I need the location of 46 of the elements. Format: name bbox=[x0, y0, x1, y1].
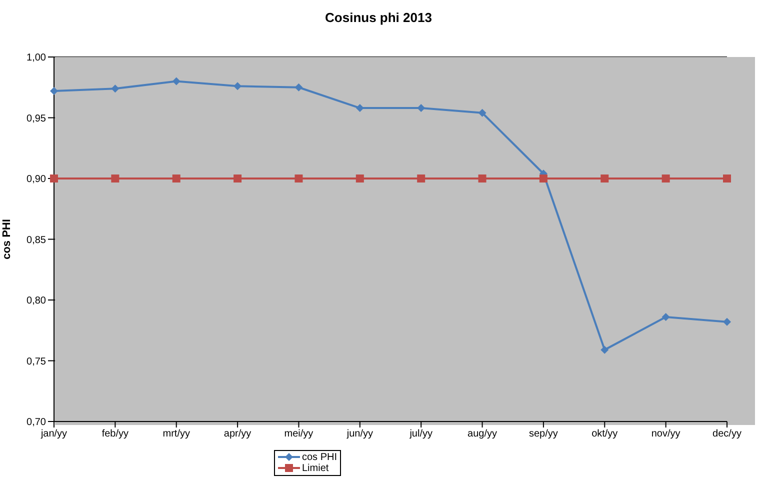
x-tick-label: mei/yy bbox=[284, 428, 314, 440]
y-tick-label: 0,80 bbox=[26, 296, 46, 307]
point bbox=[172, 174, 180, 182]
point bbox=[662, 174, 670, 182]
y-axis-title: cos PHI bbox=[0, 219, 13, 260]
legend-label: cos PHI bbox=[302, 452, 338, 462]
x-tick-label: nov/yy bbox=[651, 428, 680, 440]
point bbox=[600, 346, 609, 354]
point bbox=[478, 108, 486, 117]
point bbox=[356, 104, 364, 112]
point bbox=[234, 174, 242, 182]
point bbox=[478, 174, 486, 182]
point bbox=[172, 77, 180, 86]
y-tick-label: 0,75 bbox=[26, 356, 46, 368]
point bbox=[234, 82, 242, 90]
x-tick-label: dec/yy bbox=[712, 428, 742, 440]
chart-title: Cosinus phi 2013 bbox=[324, 10, 433, 25]
point bbox=[111, 174, 120, 182]
point bbox=[294, 83, 303, 92]
y-tick-label: 0,85 bbox=[26, 234, 46, 246]
point bbox=[111, 84, 120, 93]
x-tick-label: aug/yy bbox=[468, 428, 498, 440]
x-tick-label: apr/yy bbox=[224, 428, 252, 440]
point bbox=[600, 174, 609, 182]
point bbox=[723, 174, 731, 182]
x-tick-label: sep/yy bbox=[529, 428, 558, 440]
x-tick-label: mrt/yy bbox=[162, 428, 190, 440]
point bbox=[50, 87, 58, 96]
x-tick-label: jun/yy bbox=[346, 428, 373, 440]
point bbox=[539, 174, 548, 182]
point bbox=[662, 313, 670, 322]
x-tick-label: feb/yy bbox=[102, 428, 129, 440]
point bbox=[294, 174, 303, 182]
y-tick-label: 0,90 bbox=[26, 174, 46, 186]
y-tick-label: 0,70 bbox=[26, 417, 46, 428]
y-tick-label: 0,95 bbox=[26, 113, 46, 124]
x-tick-label: jan/yy bbox=[40, 428, 68, 440]
x-tick-label: okt/yy bbox=[592, 428, 618, 440]
x-tick-label: jul/yy bbox=[408, 428, 432, 440]
point bbox=[723, 318, 731, 326]
legend-label: Limiet bbox=[302, 462, 329, 474]
point bbox=[417, 174, 426, 182]
point bbox=[417, 104, 426, 112]
point bbox=[50, 174, 58, 182]
y-tick-label: 1,00 bbox=[26, 52, 46, 64]
point bbox=[356, 174, 364, 182]
